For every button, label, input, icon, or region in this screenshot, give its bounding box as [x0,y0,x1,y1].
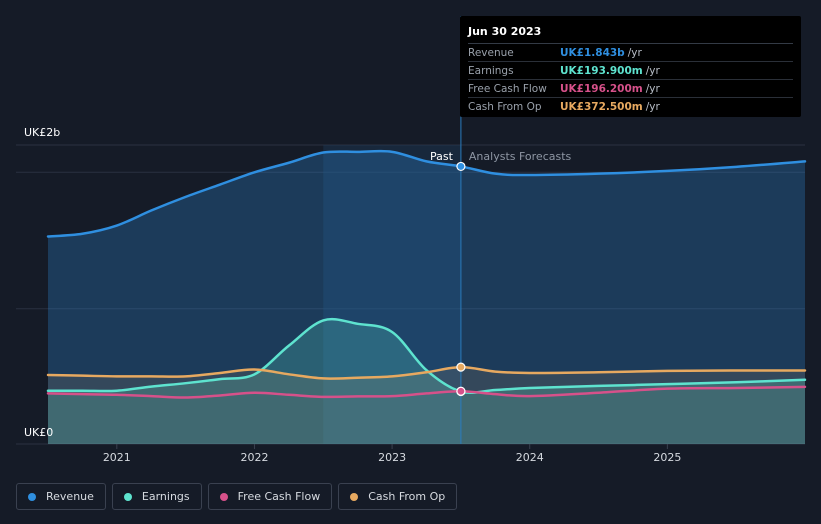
tooltip-row-cash-from-op: Cash From Op UK£372.500m /yr [468,98,793,115]
tooltip-label: Free Cash Flow [468,82,547,95]
past-region-shade [323,145,461,444]
forecast-region-label: Analysts Forecasts [469,150,572,163]
tooltip-value: UK£372.500m [560,100,643,113]
legend-dot-icon [28,492,36,501]
legend-dot-icon [350,492,359,501]
tooltip-value: UK£196.200m [560,82,643,95]
cash-from-op-line [46,365,807,380]
legend-label: Free Cash Flow [237,490,321,503]
revenue-marker [456,161,466,172]
cash-from-op-marker [456,362,466,372]
y-axis-top-label: UK£2b [24,126,60,139]
legend: Revenue Earnings Free Cash Flow Cash Fro… [16,483,458,510]
legend-dot-icon [219,492,228,501]
series-lines [46,149,807,399]
x-tick-label: 2023 [378,451,406,464]
tooltip-unit: /yr [645,100,660,113]
tooltip-label: Cash From Op [468,100,542,113]
legend-item-revenue[interactable]: Revenue [16,483,106,510]
earnings-line [46,317,807,395]
x-tick-label: 2022 [240,451,268,464]
legend-label: Earnings [141,490,190,503]
tooltip-label: Earnings [468,64,514,77]
legend-dot-icon [123,492,132,501]
x-tick-label: 2021 [103,451,131,464]
past-region-label: Past [430,150,454,163]
legend-label: Cash From Op [368,490,446,503]
grid-lines [16,144,805,445]
tooltip-value: UK£1.843b [560,46,625,59]
tooltip-value: UK£193.900m [560,64,643,77]
x-tick-label: 2025 [653,451,681,464]
tooltip-unit: /yr [627,46,642,59]
x-tick-label: 2024 [516,451,544,464]
x-axis-ticks: 2021 2022 2023 2024 2025 [103,444,681,464]
tooltip-row-revenue: Revenue UK£1.843b /yr [468,44,793,62]
cash-from-op-area [48,367,805,444]
legend-label: Revenue [46,490,94,503]
tooltip-label: Revenue [468,46,514,59]
series-areas [48,151,805,445]
free-cash-flow-marker [456,386,466,396]
free-cash-flow-line [46,385,807,399]
tooltip-row-earnings: Earnings UK£193.900m /yr [468,62,793,80]
legend-item-earnings[interactable]: Earnings [111,483,202,510]
highlight-markers [456,161,466,397]
tooltip-panel: Jun 30 2023 Revenue UK£1.843b /yr Earnin… [460,16,801,117]
tooltip-date: Jun 30 2023 [468,25,793,44]
tooltip-unit: /yr [645,64,660,77]
tooltip-unit: /yr [645,82,660,95]
tooltip-row-free-cash-flow: Free Cash Flow UK£196.200m /yr [468,80,793,98]
y-axis-bottom-label: UK£0 [24,426,53,439]
revenue-line [46,149,807,238]
legend-item-free-cash-flow[interactable]: Free Cash Flow [207,483,333,510]
earnings-area [48,319,805,444]
legend-item-cash-from-op[interactable]: Cash From Op [338,483,458,510]
